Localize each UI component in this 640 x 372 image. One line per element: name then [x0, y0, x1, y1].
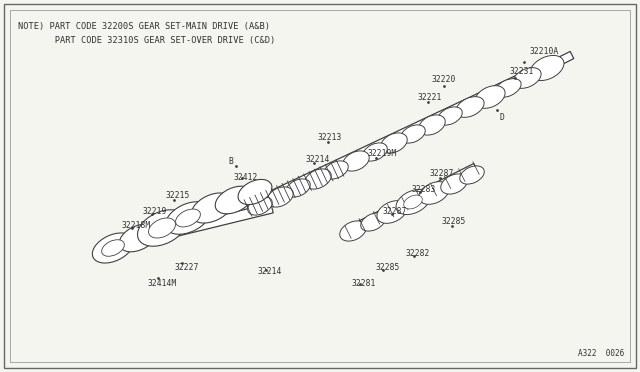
Ellipse shape: [530, 55, 564, 81]
Polygon shape: [346, 164, 478, 237]
Ellipse shape: [513, 68, 541, 88]
Ellipse shape: [441, 174, 467, 194]
Ellipse shape: [138, 210, 186, 246]
Text: 32213: 32213: [318, 134, 342, 142]
Ellipse shape: [215, 186, 253, 214]
Ellipse shape: [363, 143, 387, 161]
Text: 32214: 32214: [306, 155, 330, 164]
Text: 32210A: 32210A: [530, 48, 559, 57]
Text: 32283: 32283: [412, 186, 436, 195]
Text: NOTE) PART CODE 32200S GEAR SET-MAIN DRIVE (A&B): NOTE) PART CODE 32200S GEAR SET-MAIN DRI…: [18, 22, 270, 31]
Ellipse shape: [191, 193, 233, 223]
Ellipse shape: [285, 179, 310, 197]
Ellipse shape: [267, 187, 293, 207]
Polygon shape: [246, 62, 548, 214]
Text: 32221: 32221: [418, 93, 442, 103]
Ellipse shape: [377, 201, 407, 223]
Ellipse shape: [92, 233, 134, 263]
Ellipse shape: [495, 78, 521, 97]
Ellipse shape: [460, 166, 484, 184]
Ellipse shape: [324, 161, 348, 179]
Text: 32214: 32214: [258, 267, 282, 276]
Ellipse shape: [175, 209, 200, 227]
Text: 32414M: 32414M: [148, 279, 177, 289]
Text: 32218M: 32218M: [122, 221, 151, 231]
Text: 32282: 32282: [406, 250, 430, 259]
Polygon shape: [107, 203, 273, 253]
Ellipse shape: [305, 169, 332, 189]
Ellipse shape: [361, 213, 385, 231]
Ellipse shape: [396, 189, 430, 215]
Text: A322  0026: A322 0026: [578, 349, 624, 358]
Ellipse shape: [438, 107, 462, 125]
Text: B: B: [228, 157, 233, 167]
Text: 32227: 32227: [175, 263, 200, 273]
Text: 32215: 32215: [166, 192, 190, 201]
Text: 32285: 32285: [376, 263, 401, 273]
Text: D: D: [500, 113, 505, 122]
Ellipse shape: [102, 240, 124, 256]
Ellipse shape: [404, 195, 422, 209]
Ellipse shape: [248, 197, 272, 215]
Ellipse shape: [381, 133, 407, 153]
Ellipse shape: [238, 179, 272, 205]
Text: 32412: 32412: [234, 173, 259, 183]
Text: PART CODE 32310S GEAR SET-OVER DRIVE (C&D): PART CODE 32310S GEAR SET-OVER DRIVE (C&…: [18, 36, 275, 45]
Ellipse shape: [148, 218, 175, 238]
Ellipse shape: [456, 97, 484, 117]
Text: 32219: 32219: [143, 208, 168, 217]
Ellipse shape: [475, 86, 505, 108]
Text: 32219M: 32219M: [368, 150, 397, 158]
Text: 32281: 32281: [352, 279, 376, 289]
Ellipse shape: [343, 151, 369, 171]
Ellipse shape: [401, 125, 425, 143]
Ellipse shape: [419, 182, 449, 204]
Text: 32287: 32287: [383, 208, 408, 217]
Polygon shape: [544, 51, 574, 71]
Text: 32220: 32220: [432, 76, 456, 84]
Text: 32285: 32285: [442, 218, 467, 227]
Ellipse shape: [340, 221, 366, 241]
Ellipse shape: [419, 115, 445, 135]
Text: 32231: 32231: [510, 67, 534, 77]
Ellipse shape: [166, 202, 211, 234]
Text: 32287: 32287: [430, 170, 454, 179]
Ellipse shape: [119, 224, 157, 252]
